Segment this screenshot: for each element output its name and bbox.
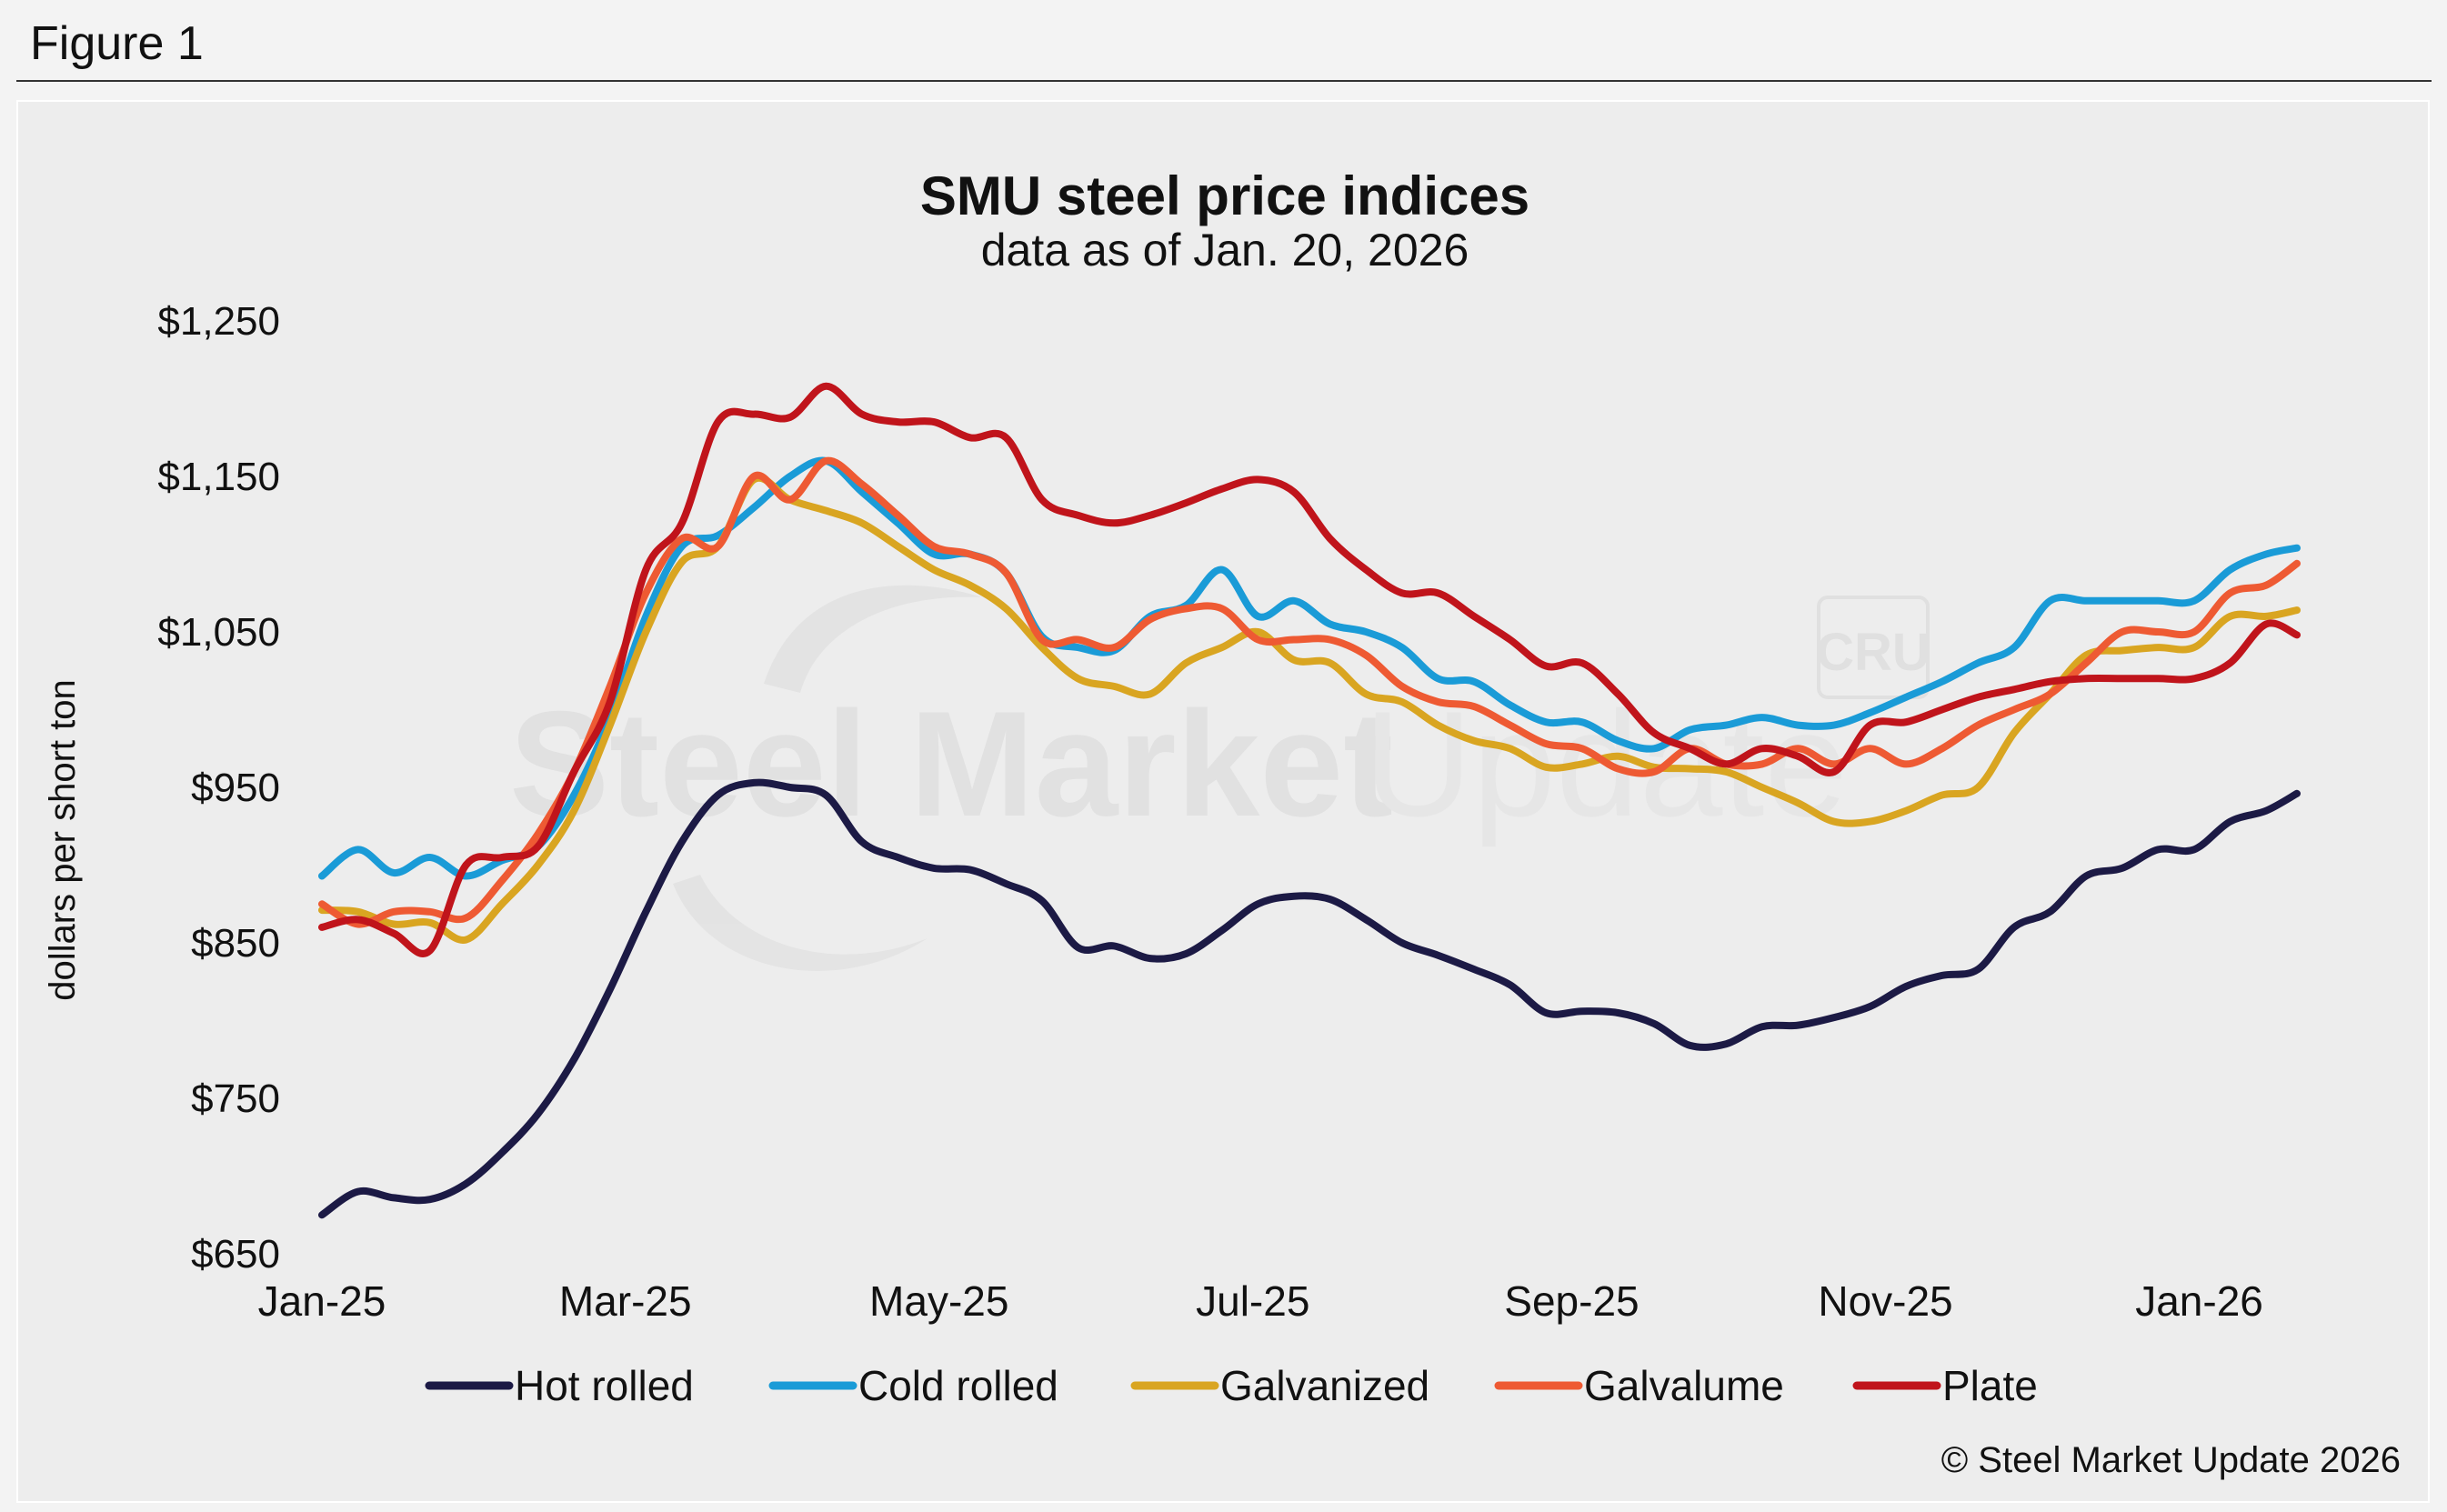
line-chart: Steel Market Update CRU SMU steel price … [43,165,2401,1480]
series-line-galvalume [318,456,2301,928]
y-axis-label: dollars per short ton [43,679,83,1001]
series-layer [318,382,2301,1219]
y-axis-ticks: $650 $750 $850 $950 $1,050 $1,150 $1,250 [157,299,280,1277]
legend-item-cold-rolled: Cold rolled [768,1362,1058,1409]
series-line-hot-rolled [318,778,2301,1219]
watermark-badge-text: CRU [1816,623,1931,682]
y-tick-label: $650 [191,1232,280,1277]
y-tick-label: $1,150 [157,455,280,499]
series-line-plate [318,382,2301,957]
chart-subtitle: data as of Jan. 20, 2026 [981,225,1469,275]
x-tick-label: May-25 [869,1277,1008,1325]
watermark-logo: Steel Market Update CRU [509,585,1931,971]
watermark-brand-bold: Steel Market [509,680,1393,847]
x-tick-label: Mar-25 [559,1277,692,1325]
watermark-badge [1817,596,1930,699]
legend-item-galvanized: Galvanized [1130,1362,1429,1409]
series-line-galvanized [318,474,2301,944]
watermark-swoosh [764,585,982,693]
y-tick-label: $750 [191,1076,280,1121]
legend-item-plate: Plate [1852,1362,2038,1409]
legend-label: Hot rolled [515,1362,694,1409]
legend-label: Galvanized [1220,1362,1429,1409]
chart-panel: Steel Market Update CRU SMU steel price … [16,100,2430,1503]
x-tick-label: Sep-25 [1504,1277,1639,1325]
legend-label: Cold rolled [858,1362,1058,1409]
legend: Hot rolled Cold rolled Galvanized Galvalume… [425,1362,2038,1409]
legend-item-hot-rolled: Hot rolled [425,1362,694,1409]
figure-label: Figure 1 [30,17,204,70]
x-tick-label: Jan-25 [258,1277,386,1325]
y-tick-label: $1,050 [157,610,280,655]
y-tick-label: $950 [191,766,280,810]
series-line-cold-rolled [318,456,2301,880]
figure-divider [16,80,2432,82]
legend-label: Galvalume [1584,1362,1784,1409]
copyright-text: © Steel Market Update 2026 [1941,1440,2401,1480]
legend-label: Plate [1942,1362,2038,1409]
legend-item-galvalume: Galvalume [1494,1362,1784,1409]
x-tick-label: Jan-26 [2135,1277,2263,1325]
chart-title: SMU steel price indices [920,165,1529,226]
y-tick-label: $1,250 [157,299,280,344]
y-tick-label: $850 [191,921,280,966]
x-tick-label: Nov-25 [1818,1277,1952,1325]
x-tick-label: Jul-25 [1196,1277,1309,1325]
x-axis-ticks: Jan-25 Mar-25 May-25 Jul-25 Sep-25 Nov-25 Jan-… [258,1277,2263,1325]
watermark-swoosh-lower [673,875,928,971]
